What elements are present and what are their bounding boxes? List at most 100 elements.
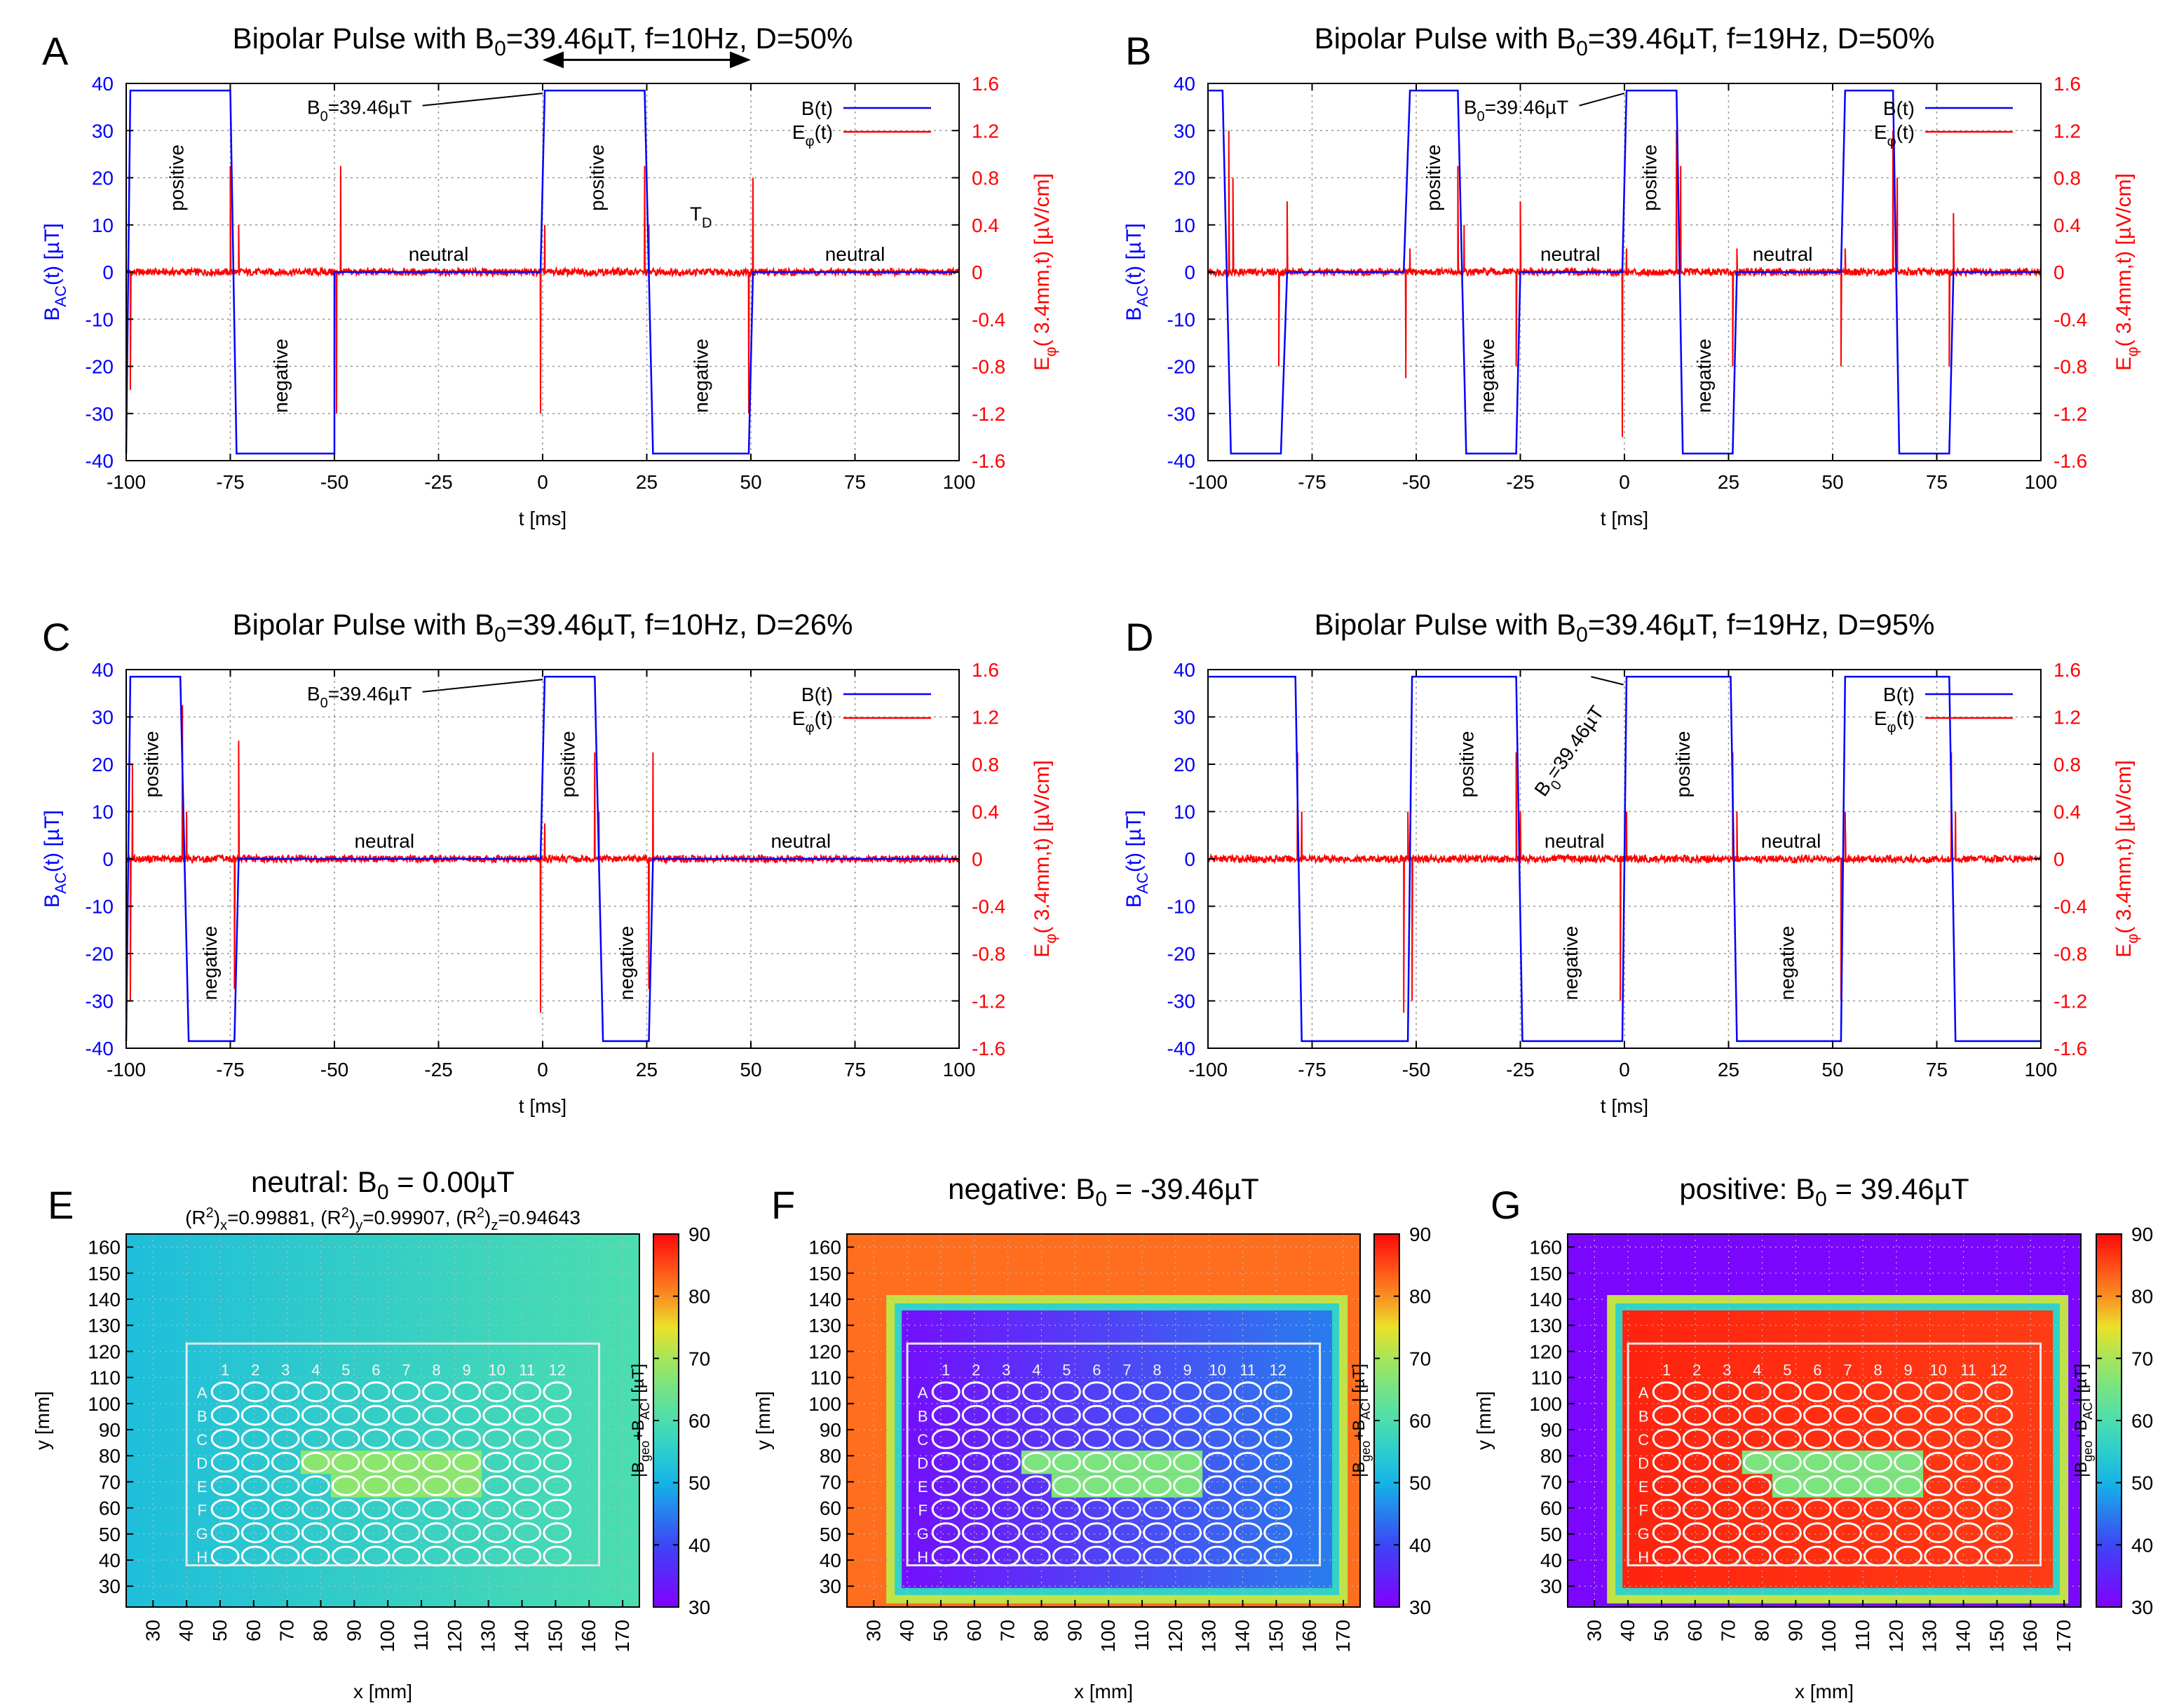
well bbox=[1021, 1545, 1051, 1567]
x-tick-label: 0 bbox=[537, 1059, 548, 1080]
b0-leader bbox=[422, 679, 543, 693]
well bbox=[1864, 1451, 1892, 1473]
y-axis-label-group: y [mm] bbox=[752, 1391, 774, 1450]
y-tick-label: 100 bbox=[88, 1393, 121, 1415]
y-left-tick-label: -40 bbox=[86, 1038, 114, 1059]
plate-row-label: B bbox=[1638, 1408, 1649, 1425]
well bbox=[1263, 1404, 1293, 1426]
region-annotation: negative bbox=[270, 339, 292, 413]
well bbox=[1113, 1404, 1141, 1426]
x-tick-label: 100 bbox=[1097, 1620, 1119, 1653]
well bbox=[482, 1498, 512, 1520]
plate-col-label: 3 bbox=[281, 1362, 290, 1379]
well bbox=[392, 1428, 421, 1449]
well bbox=[1021, 1522, 1051, 1543]
y-right-tick-label: -1.2 bbox=[972, 991, 1005, 1012]
well bbox=[1954, 1428, 1983, 1449]
y-right-tick-label: 1.2 bbox=[2054, 120, 2081, 142]
well bbox=[240, 1498, 270, 1520]
y-right-tick-label: 0 bbox=[2054, 262, 2065, 283]
y-right-tick-label: 1.6 bbox=[972, 659, 999, 681]
x-tick-label-group: 170 bbox=[1332, 1620, 1354, 1653]
y-tick-label: 130 bbox=[1529, 1315, 1562, 1336]
x-tick-label: 70 bbox=[276, 1620, 298, 1641]
y-tick-label: 70 bbox=[820, 1471, 841, 1493]
well bbox=[422, 1404, 451, 1426]
plate-col-label: 7 bbox=[402, 1362, 410, 1379]
plate-row-label: D bbox=[196, 1455, 208, 1472]
plate-col-label: 5 bbox=[341, 1362, 350, 1379]
y-tick-label: 110 bbox=[810, 1367, 841, 1389]
well bbox=[271, 1498, 300, 1520]
well bbox=[1652, 1545, 1681, 1567]
plate-row-label: B bbox=[197, 1408, 208, 1425]
well bbox=[931, 1428, 960, 1449]
x-tick-label-group: 60 bbox=[963, 1620, 985, 1641]
y-left-tick-label: 30 bbox=[1174, 707, 1195, 728]
well bbox=[1712, 1475, 1742, 1496]
well bbox=[1233, 1498, 1263, 1520]
plot-frame bbox=[846, 1233, 1361, 1608]
panel-d: D Bipolar Pulse with B0=39.46µT, f=19Hz, … bbox=[1122, 608, 2141, 1117]
x-tick-label: 170 bbox=[2053, 1620, 2075, 1653]
plate-col-label: 9 bbox=[462, 1362, 470, 1379]
y-tick-label: 110 bbox=[1530, 1367, 1562, 1389]
well bbox=[991, 1498, 1021, 1520]
x-tick-label-group: 100 bbox=[376, 1620, 398, 1653]
well bbox=[543, 1428, 572, 1449]
well bbox=[331, 1475, 360, 1496]
well bbox=[1682, 1545, 1711, 1567]
x-tick-label-group: 90 bbox=[1064, 1620, 1085, 1641]
x-tick-label-group: 70 bbox=[276, 1620, 298, 1641]
y-left-tick-label: -10 bbox=[86, 309, 114, 330]
well bbox=[1833, 1451, 1862, 1473]
well bbox=[1082, 1498, 1111, 1520]
colorbar-tick-label: 30 bbox=[1409, 1597, 1431, 1618]
plate-row-label: E bbox=[918, 1478, 928, 1496]
y-right-tick-label: 0.4 bbox=[2054, 215, 2081, 236]
y-right-tick-label: -1.6 bbox=[972, 1038, 1005, 1059]
well bbox=[392, 1451, 421, 1473]
y-right-tick-label: -1.2 bbox=[972, 403, 1005, 425]
well bbox=[482, 1545, 512, 1567]
well bbox=[1143, 1404, 1172, 1426]
y-left-label-text: BAC(t) [µT] bbox=[1122, 810, 1151, 908]
plate-row-label: G bbox=[917, 1525, 929, 1543]
well bbox=[512, 1522, 542, 1543]
legend-b-label: B(t) bbox=[801, 684, 833, 705]
y-right-axis-label: Eφ( 3.4mm,t) [µV/cm]Eφ( 3.4mm,t) [µV/cm] bbox=[1031, 173, 1059, 371]
well bbox=[1984, 1381, 2014, 1402]
well bbox=[1233, 1475, 1263, 1496]
legend-b-label: B(t) bbox=[1883, 97, 1915, 119]
well bbox=[512, 1475, 542, 1496]
colorbar-tick-label: 60 bbox=[688, 1410, 710, 1432]
x-tick-label: -75 bbox=[216, 471, 244, 493]
well bbox=[301, 1404, 330, 1426]
panel-letter: A bbox=[42, 29, 69, 73]
x-tick-label-group: 150 bbox=[544, 1620, 566, 1653]
x-tick-label: -25 bbox=[1506, 1059, 1534, 1080]
y-left-tick-label: 10 bbox=[92, 215, 114, 236]
y-tick-label: 50 bbox=[99, 1524, 121, 1545]
plate-row-label: F bbox=[918, 1501, 927, 1519]
colorbar-tick-label: 90 bbox=[688, 1224, 710, 1245]
plate-outline bbox=[185, 1342, 601, 1566]
plate-col-label: 9 bbox=[1183, 1362, 1191, 1379]
well bbox=[1833, 1475, 1862, 1496]
x-tick-label-group: 40 bbox=[1617, 1620, 1638, 1641]
y-right-tick-label: 1.6 bbox=[972, 73, 999, 95]
x-tick-label: -75 bbox=[216, 1059, 244, 1080]
well bbox=[1894, 1498, 1923, 1520]
region-annotation: negative bbox=[1477, 339, 1498, 413]
heatmap-inner-field bbox=[1622, 1310, 2054, 1588]
well bbox=[1772, 1381, 1802, 1402]
well bbox=[961, 1381, 991, 1402]
well bbox=[1203, 1428, 1233, 1449]
well bbox=[482, 1475, 512, 1496]
y-right-tick-label: 0 bbox=[972, 262, 983, 283]
well bbox=[1233, 1381, 1263, 1402]
x-tick-label: 60 bbox=[243, 1620, 264, 1641]
well bbox=[1082, 1451, 1111, 1473]
region-annotation: negative bbox=[1777, 926, 1798, 1001]
